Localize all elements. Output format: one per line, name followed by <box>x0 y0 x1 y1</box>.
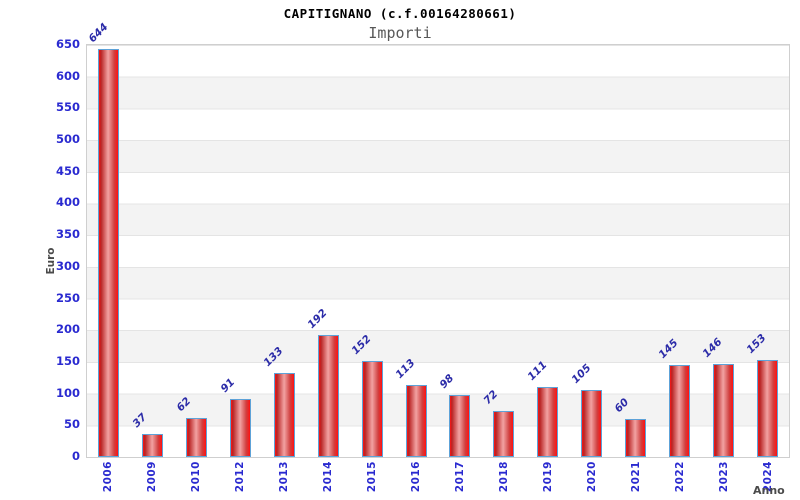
x-tick-label: 2018 <box>498 461 510 493</box>
y-tick-label: 50 <box>63 417 80 432</box>
y-tick-label: 0 <box>71 449 80 463</box>
bar-column: 133 <box>261 45 307 457</box>
x-tick-cell: 2010 <box>174 461 218 497</box>
x-tick-label: 2013 <box>278 461 290 493</box>
bar-column: 98 <box>437 45 482 457</box>
bar-column: 62 <box>174 45 219 457</box>
x-tick-label: 2014 <box>322 461 334 493</box>
y-tick-label: 100 <box>55 385 80 400</box>
y-tick-label: 250 <box>55 290 80 305</box>
bar-column: 113 <box>394 45 438 457</box>
bar-column: 644 <box>86 21 131 457</box>
y-tick-label: 200 <box>55 322 80 337</box>
bar-column: 111 <box>525 45 570 457</box>
x-tick-cell: 2023 <box>702 461 746 497</box>
x-tick-cell: 2006 <box>86 461 130 497</box>
x-tick-label: 2006 <box>102 461 114 493</box>
x-tick-label: 2022 <box>674 461 686 493</box>
chart-subtitle: Importi <box>368 24 432 42</box>
bar-column: 192 <box>306 45 350 457</box>
x-tick-cell: 2013 <box>262 461 306 497</box>
y-tick-label: 450 <box>55 163 80 178</box>
y-tick-label: 500 <box>55 132 80 147</box>
bars-container: 644 37 62 91 133 192 152 113 98 72 111 105 60 145 146 1… <box>86 21 789 457</box>
x-tick-label: 2012 <box>234 461 246 493</box>
x-tick-cell: 2014 <box>306 461 350 497</box>
bar-value-label: 91 <box>218 376 237 396</box>
bar-value-label: 72 <box>481 388 501 408</box>
chart-title: CAPITIGNANO (c.f.00164280661) <box>283 6 517 21</box>
x-tick-cell: 2009 <box>130 461 174 497</box>
bar <box>186 417 208 457</box>
x-tick-label: 2010 <box>190 461 202 493</box>
y-tick-label: 300 <box>55 258 80 273</box>
bar-value-label: 192 <box>305 307 330 332</box>
bar-value-label: 98 <box>437 372 457 391</box>
x-tick-label: 2020 <box>586 461 598 493</box>
x-tick-cell: 2016 <box>394 461 438 497</box>
bar <box>98 48 120 457</box>
bar-value-label: 113 <box>393 357 418 382</box>
x-tick-cell: 2021 <box>614 461 658 497</box>
x-tick-cell: 2015 <box>350 461 394 497</box>
bar <box>624 418 646 457</box>
plot-area: 644 37 62 91 133 192 152 113 98 72 111 105 60 145 146 1… <box>86 21 790 458</box>
bar-value-label: 153 <box>744 332 769 357</box>
x-tick-cell: 2017 <box>438 461 482 497</box>
bar-column: 146 <box>701 45 745 457</box>
bar-value-label: 152 <box>349 332 374 357</box>
bar <box>581 390 603 457</box>
bar-column: 37 <box>130 45 175 457</box>
y-tick-label: 350 <box>55 227 80 242</box>
x-tick-cell: 2022 <box>658 461 702 497</box>
bar-column: 105 <box>569 45 614 457</box>
x-tick-label: 2019 <box>542 461 554 493</box>
bar <box>142 433 164 457</box>
x-tick-cell: 2019 <box>526 461 570 497</box>
bar <box>493 411 515 457</box>
y-tick-label: 600 <box>55 68 80 83</box>
bar <box>712 364 734 457</box>
bar-value-label: 105 <box>569 362 594 387</box>
bar <box>537 386 559 457</box>
x-tick-label: 2017 <box>454 461 466 493</box>
bar-column: 91 <box>218 45 263 457</box>
bar <box>756 360 778 457</box>
bar-column: 153 <box>745 45 789 457</box>
bar-value-label: 146 <box>700 336 725 361</box>
x-tick-label: 2021 <box>630 461 642 493</box>
bar-column: 72 <box>481 45 526 457</box>
y-tick-label: 550 <box>55 100 80 115</box>
x-axis-tick-labels: 2006 2009 2010 2012 2013 2014 2015 2016 2017 2018… <box>86 461 790 497</box>
bar-value-label: 145 <box>656 337 681 362</box>
x-axis-label: Anno <box>753 484 785 497</box>
bar-column: 152 <box>350 45 394 457</box>
bar <box>361 360 383 457</box>
x-tick-label: 2009 <box>146 461 158 493</box>
x-tick-cell: 2018 <box>482 461 526 497</box>
bar <box>449 394 471 457</box>
bar <box>317 335 339 457</box>
bar-value-label: 111 <box>525 358 550 383</box>
x-tick-label: 2016 <box>410 461 422 493</box>
x-tick-cell: 2012 <box>218 461 262 497</box>
bar-value-label: 62 <box>174 394 194 414</box>
bar <box>230 399 252 457</box>
x-tick-label: 2015 <box>366 461 378 493</box>
bar <box>668 365 690 457</box>
bar <box>273 372 295 457</box>
y-tick-label: 400 <box>55 195 80 210</box>
bar <box>405 385 427 457</box>
bar-column: 60 <box>612 45 658 457</box>
bar-value-label: 60 <box>612 396 632 415</box>
x-tick-label: 2023 <box>718 461 730 493</box>
bar-value-label: 133 <box>261 344 286 369</box>
x-tick-cell: 2020 <box>570 461 614 497</box>
y-tick-label: 150 <box>55 353 80 368</box>
y-tick-label: 650 <box>55 37 80 51</box>
bar-value-label: 37 <box>130 410 150 430</box>
bar-column: 145 <box>657 45 701 457</box>
